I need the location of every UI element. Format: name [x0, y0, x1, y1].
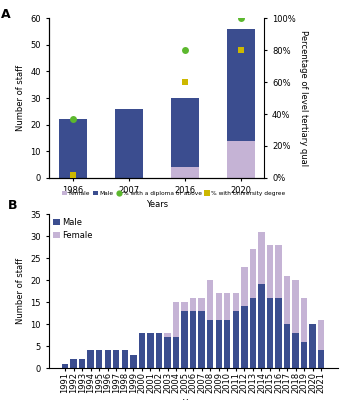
- Bar: [241, 267, 247, 306]
- Bar: [173, 302, 179, 337]
- Bar: [181, 302, 188, 311]
- Bar: [284, 276, 290, 324]
- Y-axis label: Percentage of level tertiary qual: Percentage of level tertiary qual: [299, 30, 308, 166]
- Bar: [224, 293, 230, 320]
- Bar: [215, 293, 222, 320]
- Bar: [232, 311, 239, 368]
- Bar: [147, 333, 154, 368]
- Bar: [267, 245, 273, 298]
- Bar: [113, 350, 119, 368]
- Bar: [164, 333, 171, 337]
- Bar: [227, 29, 255, 141]
- Bar: [121, 350, 128, 368]
- Bar: [156, 333, 162, 368]
- X-axis label: Years: Years: [145, 200, 168, 209]
- Bar: [190, 311, 196, 368]
- Bar: [104, 350, 111, 368]
- Bar: [241, 306, 247, 368]
- X-axis label: Years: Years: [182, 399, 204, 400]
- Bar: [62, 364, 68, 368]
- Bar: [309, 324, 316, 368]
- Bar: [275, 245, 282, 298]
- Bar: [207, 280, 213, 320]
- Bar: [198, 298, 205, 311]
- Y-axis label: Number of staff: Number of staff: [16, 65, 25, 131]
- Bar: [171, 167, 199, 178]
- Bar: [224, 320, 230, 368]
- Bar: [267, 298, 273, 368]
- Bar: [79, 359, 85, 368]
- Bar: [250, 298, 256, 368]
- Bar: [181, 311, 188, 368]
- Bar: [284, 324, 290, 368]
- Bar: [171, 98, 199, 167]
- Bar: [258, 232, 265, 284]
- Y-axis label: Number of staff: Number of staff: [16, 258, 25, 324]
- Bar: [215, 320, 222, 368]
- Bar: [114, 109, 143, 178]
- Bar: [292, 333, 299, 368]
- Bar: [190, 298, 196, 311]
- Bar: [173, 337, 179, 368]
- Text: A: A: [1, 8, 11, 21]
- Bar: [96, 350, 102, 368]
- Bar: [275, 298, 282, 368]
- Bar: [130, 355, 136, 368]
- Bar: [58, 119, 87, 178]
- Bar: [227, 141, 255, 178]
- Bar: [207, 320, 213, 368]
- Bar: [250, 249, 256, 298]
- Bar: [318, 350, 324, 368]
- Legend: Male, Female: Male, Female: [53, 218, 93, 240]
- Bar: [232, 293, 239, 311]
- Bar: [70, 359, 77, 368]
- Legend: Female, Male, % with a diploma or above, % with University degree: Female, Male, % with a diploma or above,…: [60, 189, 288, 199]
- Bar: [301, 298, 307, 342]
- Bar: [198, 311, 205, 368]
- Text: B: B: [8, 198, 18, 212]
- Bar: [258, 284, 265, 368]
- Bar: [292, 280, 299, 333]
- Bar: [318, 320, 324, 350]
- Bar: [301, 342, 307, 368]
- Bar: [164, 337, 171, 368]
- Bar: [139, 333, 145, 368]
- Bar: [87, 350, 94, 368]
